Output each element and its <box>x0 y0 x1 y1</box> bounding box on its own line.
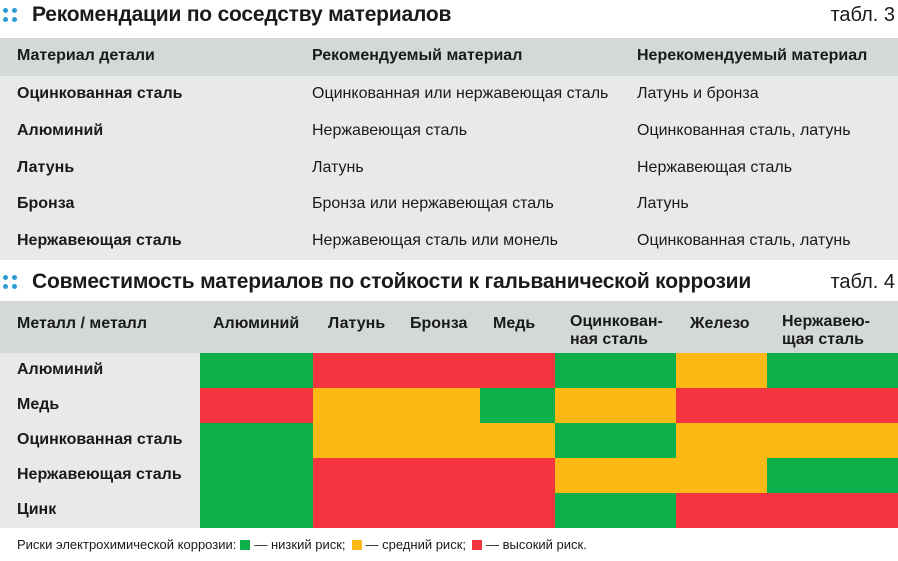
table4-risk-cell-high <box>313 493 397 528</box>
table4-column-header-line: ная сталь <box>570 331 648 348</box>
table4-row-label: Нержавеющая сталь <box>17 466 182 483</box>
legend-swatch-medium <box>351 539 362 550</box>
table4-risk-cell-medium <box>313 423 397 458</box>
table4-column-header: Оцинкован-ная сталь <box>570 313 663 349</box>
table3-cell: Нержавеющая сталь <box>637 158 793 176</box>
table4-title: Совместимость материалов по стойкости к … <box>32 270 752 293</box>
table4-risk-cell-low <box>555 353 676 388</box>
table4-risk-cell-low <box>200 493 313 528</box>
table3-header <box>0 38 898 76</box>
table4-risk-cell-high <box>397 353 480 388</box>
table4-column-header-line: Железо <box>690 315 750 332</box>
table3-number: табл. 3 <box>830 4 895 26</box>
table4-risk-cell-medium <box>397 388 480 423</box>
table4-risk-cell-medium <box>767 423 898 458</box>
table3-cell: Нержавеющая сталь <box>312 121 468 139</box>
table4-risk-cell-high <box>313 353 397 388</box>
legend-prefix: Риски электрохимической коррозии: <box>17 537 237 552</box>
table3-cell: Оцинкованная или нержавеющая сталь <box>312 85 609 102</box>
table4: Металл / металл Алюминий Латунь Бронза Медь… <box>0 301 898 528</box>
legend-label-high: — высокий риск. <box>486 537 587 552</box>
table4-risk-cell-medium <box>313 388 397 423</box>
table4-risk-cell-high <box>676 388 767 423</box>
table4-risk-cell-medium <box>676 423 767 458</box>
table4-risk-cell-high <box>480 493 555 528</box>
table4-number: табл. 4 <box>830 271 895 293</box>
table4-risk-cell-low <box>480 388 555 423</box>
table4-risk-cell-high <box>480 353 555 388</box>
table3-header-col-2: Рекомендуемый материал <box>312 47 523 64</box>
table4-risk-cell-low <box>200 458 313 493</box>
table4-risk-cell-high <box>676 493 767 528</box>
table4-column-header-line: Бронза <box>410 315 468 332</box>
legend-swatch-high <box>472 539 482 550</box>
table4-column-header: Латунь <box>328 315 385 333</box>
table3-title-row: Рекомендации по соседству материалов таб… <box>0 0 898 30</box>
table3-row-label: Латунь <box>17 158 75 176</box>
table4-risk-cell-high <box>767 493 898 528</box>
table3-row-label: Оцинкованная сталь <box>17 85 183 102</box>
table3-cell: Нержавеющая сталь или монель <box>312 232 558 250</box>
table3-header-col-1: Материал детали <box>17 47 155 64</box>
table4-risk-cell-high <box>480 458 555 493</box>
legend-swatch-low <box>240 539 251 550</box>
table3-cell: Латунь <box>637 195 689 213</box>
table4-risk-cell-medium <box>676 458 767 493</box>
table4-column-header-line: Оцинкован- <box>570 313 663 330</box>
table4-column-header: Железо <box>690 315 750 333</box>
table4-column-header: Медь <box>493 315 535 333</box>
table4-risk-cell-low <box>200 423 313 458</box>
table3-title: Рекомендации по соседству материалов <box>32 3 452 26</box>
table4-risk-cell-low <box>555 423 676 458</box>
table4-row-label: Алюминий <box>17 361 104 378</box>
table4-risk-cell-low <box>767 353 898 388</box>
table4-risk-cell-high <box>200 388 313 423</box>
table4-column-header: Нержавею-щая сталь <box>782 313 870 349</box>
table4-risk-cell-low <box>200 353 313 388</box>
table4-header <box>0 301 898 353</box>
legend: Риски электрохимической коррозии: — низк… <box>17 537 587 552</box>
table4-column-header-line: Алюминий <box>213 315 300 332</box>
table4-risk-cell-medium <box>397 423 480 458</box>
table4-row-label: Медь <box>17 396 60 413</box>
bullet-dots-icon <box>3 275 19 291</box>
table3: Материал детали Рекомендуемый материал Н… <box>0 38 898 260</box>
table4-column-header-line: Нержавею- <box>782 313 870 330</box>
table4-risk-cell-high <box>397 458 480 493</box>
table4-risk-cell-high <box>397 493 480 528</box>
table3-cell: Латунь и бронза <box>637 85 759 102</box>
table4-corner-header: Металл / металл <box>17 315 147 332</box>
table4-risk-cell-medium <box>676 353 767 388</box>
table3-cell: Латунь <box>312 158 364 176</box>
table4-risk-cell-low <box>767 458 898 493</box>
table4-risk-cell-low <box>555 493 676 528</box>
table3-cell: Оцинкованная сталь, латунь <box>637 232 851 250</box>
table4-risk-cell-medium <box>480 423 555 458</box>
table4-risk-cell-medium <box>555 458 676 493</box>
bullet-dots-icon <box>3 8 19 24</box>
table3-cell: Оцинкованная сталь, латунь <box>637 121 851 139</box>
table4-row-label: Оцинкованная сталь <box>17 431 183 448</box>
table3-row-label: Алюминий <box>17 121 104 139</box>
table3-header-col-3: Нерекомендуемый материал <box>637 47 868 64</box>
table4-column-header: Бронза <box>410 315 467 333</box>
legend-label-low: — низкий риск; <box>254 537 346 552</box>
table4-title-row: Совместимость материалов по стойкости к … <box>0 267 898 297</box>
table4-column-header-line: щая сталь <box>782 331 865 348</box>
table4-risk-cell-high <box>767 388 898 423</box>
table4-column-header: Алюминий <box>213 315 299 333</box>
table4-column-header-line: Медь <box>493 315 536 332</box>
table3-row-label: Нержавеющая сталь <box>17 232 182 250</box>
table3-cell: Бронза или нержавеющая сталь <box>312 195 554 213</box>
table3-row-label: Бронза <box>17 195 75 213</box>
legend-label-medium: — средний риск; <box>365 537 466 552</box>
table4-risk-cell-medium <box>555 388 676 423</box>
table4-row-label: Цинк <box>17 501 57 518</box>
table4-risk-cell-high <box>313 458 397 493</box>
table4-column-header-line: Латунь <box>328 315 386 332</box>
